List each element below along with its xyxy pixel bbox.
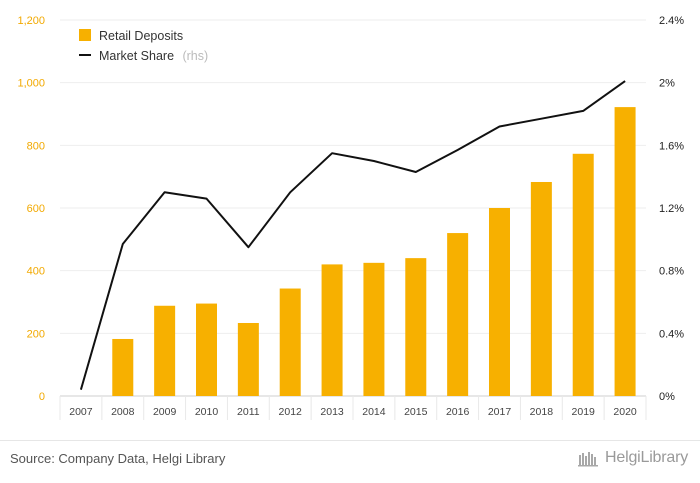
footer: Source: Company Data, Helgi Library Helg… xyxy=(0,440,700,483)
x-tick-label: 2008 xyxy=(111,406,135,418)
brand[interactable]: HelgiLibrary xyxy=(577,449,688,467)
bar-retail-deposits xyxy=(279,288,301,396)
x-tick-label: 2013 xyxy=(320,406,344,418)
x-tick-label: 2019 xyxy=(572,406,596,418)
x-tick-label: 2011 xyxy=(237,406,260,418)
y-right-tick-label: 0.8% xyxy=(659,266,684,278)
x-tick-label: 2012 xyxy=(279,406,303,418)
legend-market-share-suffix: (rhs) xyxy=(182,49,208,63)
bar-retail-deposits xyxy=(363,262,385,396)
grid-lines xyxy=(59,19,647,420)
helgi-library-logo-icon xyxy=(578,452,599,467)
y-right-tick-label: 2.4% xyxy=(659,15,684,27)
y-right-tick-label: 2% xyxy=(659,78,675,90)
bar-retail-deposits xyxy=(321,264,343,396)
bar-retail-deposits xyxy=(530,181,552,396)
source-note: Source: Company Data, Helgi Library xyxy=(10,451,226,466)
x-tick-label: 2009 xyxy=(153,406,177,418)
axes: 0 0% 200 0.4% 400 0.8% 600 1.2% 800 1.6% 1,000 2% 1,… xyxy=(17,15,684,418)
y-right-tick-label: 1.2% xyxy=(659,203,684,215)
x-tick-label: 2007 xyxy=(69,406,93,418)
y-right-tick-label: 0.4% xyxy=(659,328,684,340)
bar-retail-deposits xyxy=(196,303,217,396)
legend-label-retail-deposits: Retail Deposits xyxy=(99,29,183,43)
legend-swatch-retail-deposits xyxy=(79,29,91,41)
x-tick-label: 2018 xyxy=(530,406,554,418)
y-right-tick-label: 1.6% xyxy=(659,140,684,152)
retail-deposits-bars xyxy=(112,107,636,397)
chart: 0 0% 200 0.4% 400 0.8% 600 1.2% 800 1.6% 1,000 2% 1,… xyxy=(17,15,684,420)
bar-retail-deposits xyxy=(112,338,134,396)
y-left-tick-label: 800 xyxy=(27,140,45,152)
y-left-tick-label: 1,200 xyxy=(17,15,45,27)
x-tick-label: 2015 xyxy=(404,406,428,418)
footer-divider xyxy=(0,440,700,441)
x-tick-label: 2014 xyxy=(362,406,386,418)
bar-retail-deposits xyxy=(154,305,176,396)
y-left-tick-label: 400 xyxy=(27,266,45,278)
y-left-tick-label: 200 xyxy=(27,328,45,340)
y-left-tick-label: 0 xyxy=(39,391,45,403)
x-tick-label: 2017 xyxy=(488,406,512,418)
legend-label-market-share: Market Share (rhs) xyxy=(99,47,208,64)
bar-retail-deposits xyxy=(614,107,636,397)
market-share-line xyxy=(79,80,626,390)
y-right-tick-label: 0% xyxy=(659,391,675,403)
x-tick-label: 2016 xyxy=(446,406,470,418)
bar-retail-deposits xyxy=(489,208,510,396)
y-left-tick-label: 600 xyxy=(27,203,45,215)
bar-retail-deposits xyxy=(237,322,259,396)
market-share-line-group xyxy=(79,80,626,390)
legend: Retail Deposits Market Share (rhs) xyxy=(79,29,208,64)
x-tick-label: 2010 xyxy=(195,406,219,418)
legend-market-share-name: Market Share xyxy=(99,49,174,63)
bar-retail-deposits xyxy=(572,153,594,396)
x-tick-label: 2020 xyxy=(613,406,637,418)
brand-name: HelgiLibrary xyxy=(605,449,688,466)
y-left-tick-label: 1,000 xyxy=(17,78,45,90)
bar-retail-deposits xyxy=(447,233,469,396)
bar-retail-deposits xyxy=(405,258,427,396)
